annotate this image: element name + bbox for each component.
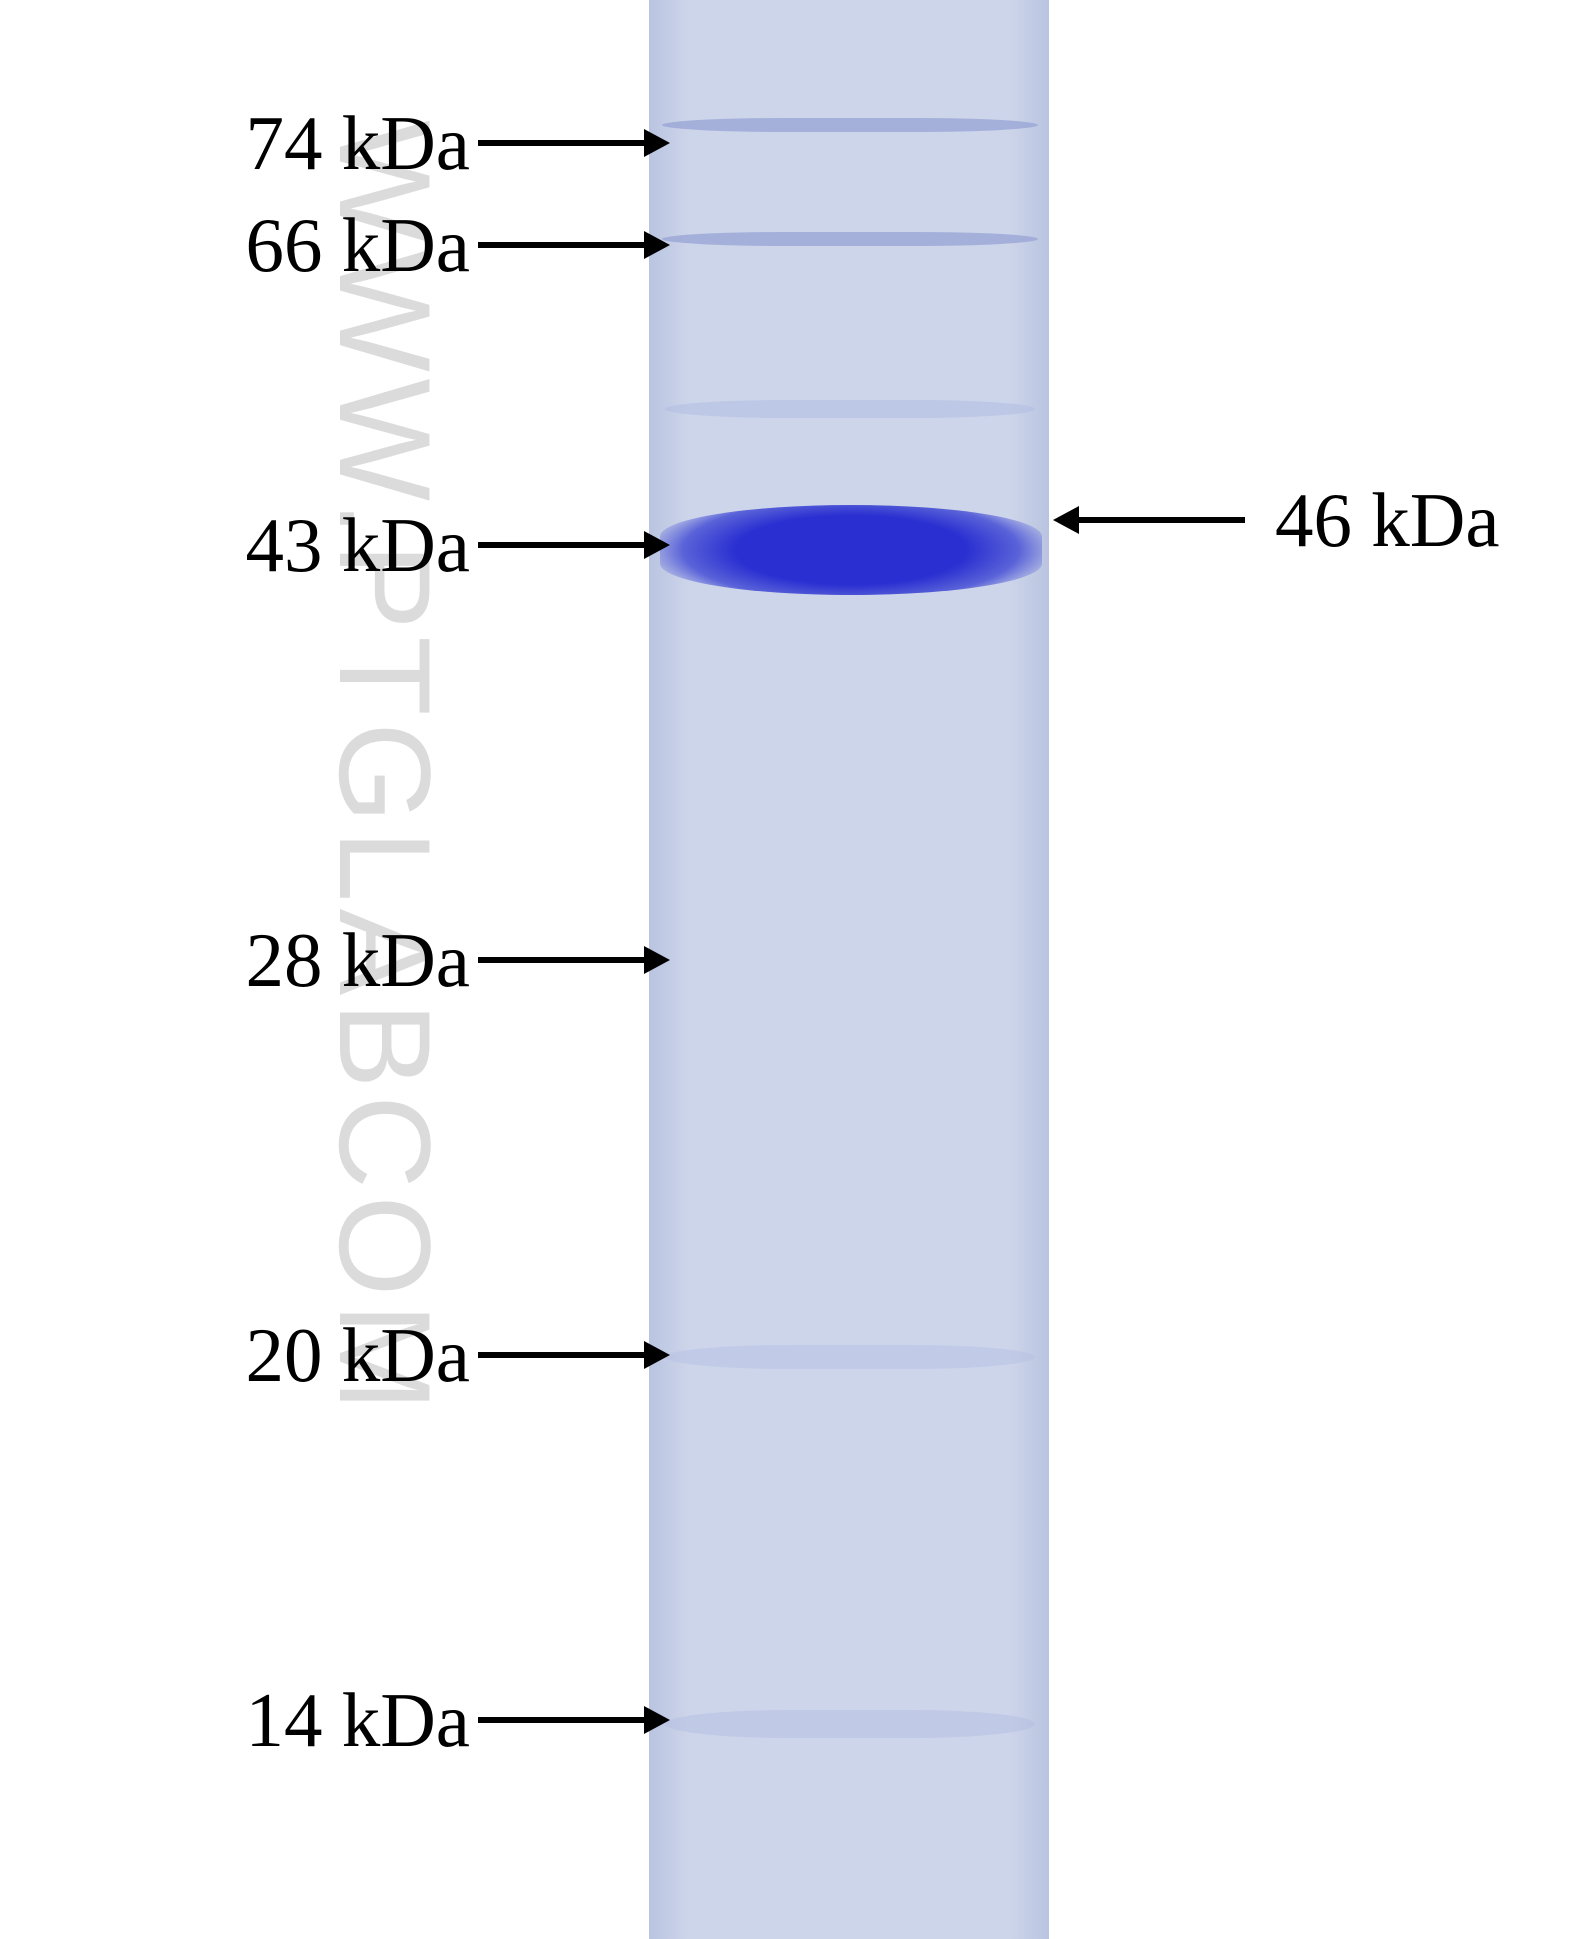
marker-label: 20 kDa <box>0 1311 648 1400</box>
arrow-right-icon <box>478 957 648 963</box>
arrow-right-icon <box>478 140 648 146</box>
marker-text: 20 kDa <box>245 1311 470 1400</box>
marker-text: 66 kDa <box>245 201 470 290</box>
marker-label: 43 kDa <box>0 501 648 590</box>
arrow-right-icon <box>478 1352 648 1358</box>
arrow-right-icon <box>478 542 648 548</box>
arrow-right-icon <box>478 242 648 248</box>
arrow-left-icon <box>1075 517 1245 523</box>
marker-text: 74 kDa <box>245 99 470 188</box>
arrow-right-icon <box>478 1717 648 1723</box>
marker-text: 43 kDa <box>245 501 470 590</box>
gel-lane <box>649 0 1049 1939</box>
target-band-label: 46 kDa <box>1075 476 1500 565</box>
main-protein-band <box>660 505 1042 595</box>
marker-label: 28 kDa <box>0 916 648 1005</box>
marker-label: 66 kDa <box>0 201 648 290</box>
faint-band <box>665 1345 1035 1369</box>
faint-band <box>662 118 1038 132</box>
faint-band <box>665 400 1035 418</box>
faint-band <box>665 1710 1035 1738</box>
marker-label: 14 kDa <box>0 1676 648 1765</box>
marker-text: 28 kDa <box>245 916 470 1005</box>
marker-label: 74 kDa <box>0 99 648 188</box>
faint-band <box>662 232 1038 246</box>
marker-text: 14 kDa <box>245 1676 470 1765</box>
target-band-text: 46 kDa <box>1275 476 1500 565</box>
